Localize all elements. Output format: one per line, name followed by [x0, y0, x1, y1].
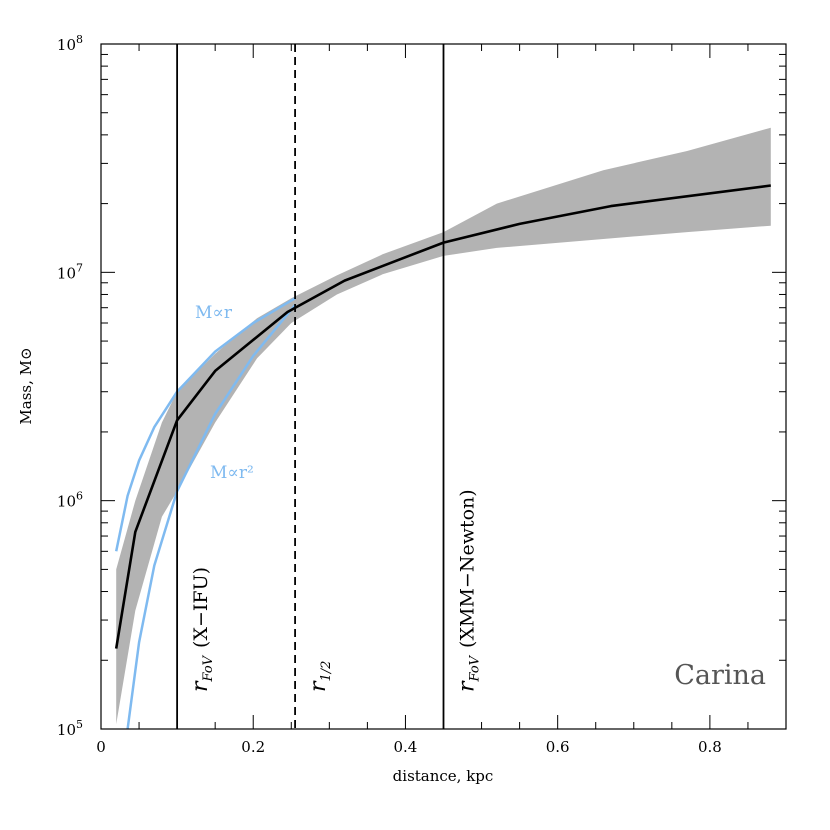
- x-tick-label-4: 0.8: [698, 738, 722, 756]
- x-tick-label-0: 0: [96, 738, 106, 756]
- model-label-1: M∝r²: [210, 463, 254, 483]
- plot-area: M∝r M∝r² rFoV(X−IFU) r1/2 rFoV(XMM−Newton): [114, 44, 771, 730]
- y-tick-label-0: 105: [57, 718, 83, 739]
- vline-label-1: r1/2: [306, 661, 334, 692]
- vline-label-0: rFoV(X−IFU): [188, 567, 216, 692]
- x-axis-label: distance, kpc: [393, 767, 494, 785]
- model-curve-0: [114, 297, 296, 552]
- vline-label-2: rFoV(XMM−Newton): [455, 489, 483, 692]
- x-tick-label-2: 0.4: [394, 738, 418, 756]
- y-tick-label-3: 108: [57, 33, 83, 54]
- model-label-0: M∝r: [195, 303, 233, 323]
- x-tick-label-1: 0.2: [241, 738, 265, 756]
- corner-annotation: Carina: [674, 660, 766, 691]
- median-curve-0: [114, 184, 771, 649]
- y-tick-label-1: 106: [57, 490, 83, 511]
- tick-labels: 0 0.2 0.4 0.6 0.8 105 106 107 108: [57, 33, 722, 756]
- y-tick-label-2: 107: [57, 261, 83, 282]
- axis-ticks: [100, 43, 787, 730]
- x-tick-label-3: 0.6: [546, 738, 570, 756]
- y-axis-label: Mass, M⊙: [17, 347, 35, 424]
